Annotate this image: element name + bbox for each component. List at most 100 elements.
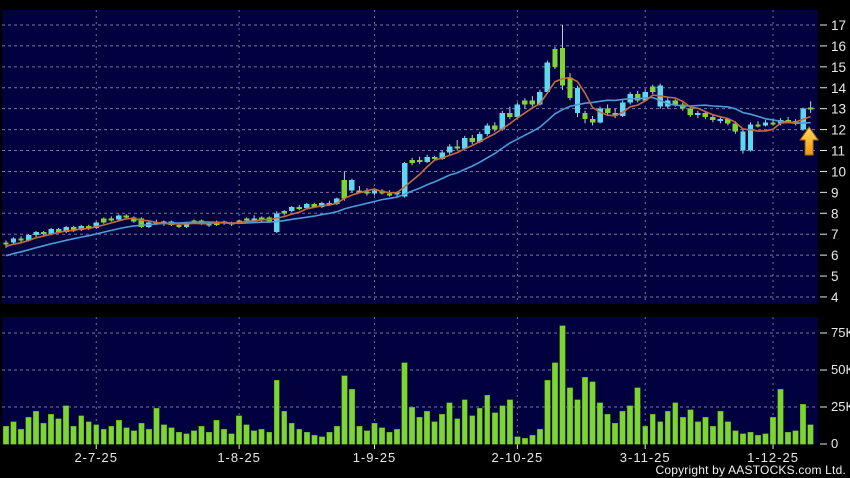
- date-tick-label: 1-8-25: [217, 450, 261, 465]
- volume-bar: [206, 431, 212, 445]
- candle-cyan: [544, 62, 551, 92]
- volume-bar: [416, 417, 423, 445]
- candle-cyan: [251, 218, 257, 221]
- volume-bar: [138, 423, 145, 445]
- candle-cyan: [349, 179, 355, 191]
- volume-bar: [724, 421, 731, 445]
- date-tick-label: 3-11-25: [620, 450, 671, 465]
- volume-bar: [130, 430, 137, 445]
- volume-bar: [567, 387, 573, 445]
- candle-green: [552, 49, 558, 67]
- up-arrow-icon: [799, 126, 820, 156]
- volume-bar: [356, 425, 363, 445]
- candle-green: [807, 107, 814, 110]
- volume-bar: [694, 421, 701, 445]
- candle-cyan: [183, 222, 190, 227]
- volume-bar: [3, 425, 9, 445]
- candle-green: [672, 100, 678, 105]
- copyright-text: Copyright by AASTOCKS.com Ltd.: [655, 463, 846, 477]
- volume-bar: [461, 399, 468, 445]
- price-tick-label: 16: [831, 39, 846, 54]
- price-tick-label: 9: [831, 185, 839, 200]
- candle-cyan: [597, 108, 603, 123]
- volume-bar: [153, 408, 160, 445]
- volume-bar: [454, 418, 461, 445]
- candle-cyan: [304, 203, 310, 209]
- volume-bar: [303, 431, 310, 445]
- candle-cyan: [439, 152, 445, 159]
- volume-bar: [687, 409, 694, 445]
- volume-bar: [785, 431, 792, 445]
- volume-bar: [176, 431, 182, 445]
- date-tick-label: 2-7-25: [74, 450, 118, 465]
- volume-bar: [446, 402, 453, 445]
- candle-cyan: [484, 125, 490, 134]
- candle-green: [522, 100, 528, 105]
- price-tick-label: 10: [831, 164, 846, 179]
- volume-bar: [198, 425, 205, 445]
- volume-bar: [183, 433, 190, 445]
- date-tick-label: 1-12-25: [747, 450, 799, 465]
- volume-bar: [318, 436, 325, 445]
- candle-cyan: [63, 226, 69, 233]
- candle-cyan: [446, 146, 453, 153]
- candle-green: [559, 48, 566, 86]
- candle-green: [604, 108, 611, 113]
- candle-green: [281, 211, 287, 214]
- volume-bar: [770, 417, 776, 445]
- candle-cyan: [371, 190, 378, 194]
- volume-bar: [807, 424, 814, 445]
- volume-bar: [672, 402, 679, 445]
- candle-cyan: [717, 119, 724, 122]
- candle-cyan: [289, 207, 295, 212]
- candle-cyan: [695, 112, 701, 115]
- candle-green: [101, 218, 107, 223]
- volume-bar: [228, 433, 235, 445]
- candle-cyan: [78, 225, 84, 231]
- price-tick-label: 17: [831, 18, 846, 33]
- volume-bar: [364, 430, 370, 445]
- volume-axis-labels: 75K 50K 25K 0: [820, 325, 850, 451]
- volume-bar: [243, 424, 250, 445]
- volume-bar: [379, 427, 385, 445]
- volume-bar: [552, 362, 558, 445]
- volume-bar: [649, 414, 656, 445]
- candle-green: [725, 119, 731, 124]
- volume-bar: [544, 380, 551, 445]
- candle-green: [3, 242, 9, 245]
- volume-bar: [777, 388, 784, 445]
- candle-green: [386, 193, 393, 196]
- candle-green: [785, 120, 791, 123]
- price-tick-label: 12: [831, 123, 846, 138]
- volume-bar: [93, 424, 100, 445]
- volume-bar: [63, 405, 70, 445]
- candle-green: [454, 146, 460, 149]
- volume-bar: [266, 431, 273, 445]
- volume-bar: [506, 399, 513, 445]
- candle-green: [582, 112, 588, 120]
- candle-green: [341, 179, 348, 199]
- candle-green: [55, 228, 62, 233]
- price-tick-label: 6: [831, 248, 839, 263]
- volume-bar: [574, 399, 581, 445]
- candle-green: [176, 224, 182, 227]
- candle-green: [70, 226, 77, 231]
- volume-bar: [123, 427, 130, 445]
- volume-bar: [296, 428, 303, 445]
- candle-cyan: [116, 215, 122, 220]
- price-tick-label: 7: [831, 227, 839, 242]
- volume-bar: [762, 433, 769, 445]
- date-tick-label: 2-10-25: [491, 450, 543, 465]
- price-tick-label: 4: [831, 290, 839, 305]
- volume-bar: [409, 406, 416, 445]
- volume-bar: [25, 417, 32, 445]
- volume-bar: [333, 425, 340, 445]
- volume-bar: [491, 412, 498, 445]
- candle-green: [258, 217, 265, 220]
- candle-green: [86, 225, 92, 228]
- volume-bar: [439, 414, 446, 445]
- price-tick-label: 15: [831, 60, 846, 75]
- volume-bar: [792, 430, 799, 445]
- volume-bar: [145, 428, 152, 445]
